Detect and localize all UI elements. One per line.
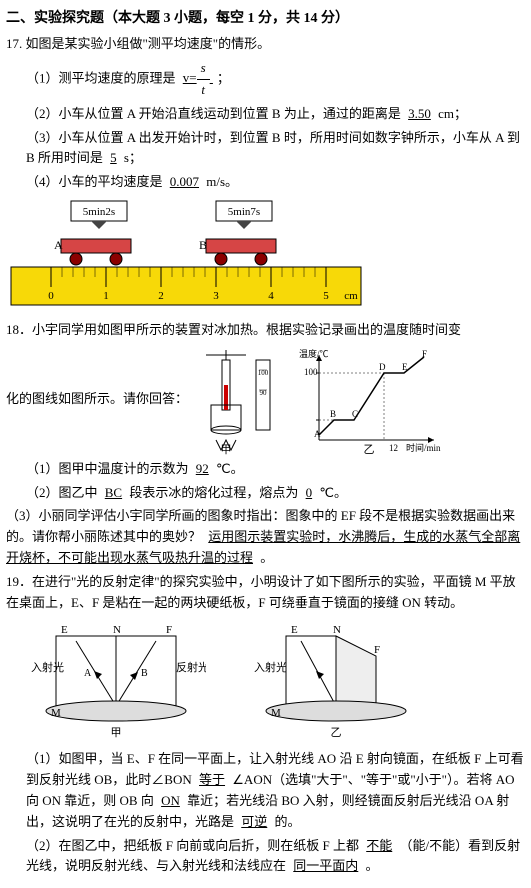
svg-text:0: 0 (48, 290, 54, 302)
q18-p2b: 段表示冰的熔化过程，熔点为 (129, 485, 298, 500)
fraction: st (197, 58, 210, 101)
svg-text:M: M (51, 707, 61, 719)
q19-ans2a: 不能 (362, 838, 396, 853)
frac-num: s (197, 58, 210, 80)
q17-p3: （3）小车从位置 A 出发开始计时，到位置 B 时，所用时间如数字钟所示，小车从… (6, 128, 525, 170)
svg-text:3: 3 (213, 290, 219, 302)
svg-text:入射光: 入射光 (31, 660, 64, 674)
thermo-svg: 甲 100 90 (196, 345, 286, 455)
svg-text:B: B (141, 668, 148, 679)
q19-p2c: 。 (366, 858, 379, 873)
formula-prefix: v= (183, 70, 197, 85)
q17-p4: （4）小车的平均速度是 0.007 m/s。 (6, 172, 525, 193)
svg-text:A: A (84, 668, 92, 679)
q19-stem: 19．在进行"光的反射定律"的探究实验中，小明设计了如下图所示的实验，平面镜 M… (6, 572, 525, 614)
q17-ans3: 5 (106, 150, 121, 165)
svg-text:N: N (333, 624, 341, 636)
clockB-text: 5min7s (228, 206, 260, 218)
q18-p1: （1）图甲中温度计的示数为 92 ℃。 (6, 459, 525, 480)
svg-text:温度/℃: 温度/℃ (299, 348, 329, 359)
svg-text:F: F (374, 644, 380, 656)
q17-ans2: 3.50 (404, 106, 435, 121)
svg-text:入射光: 入射光 (254, 660, 287, 674)
svg-text:E: E (402, 362, 408, 372)
q17-p4b: m/s。 (206, 174, 238, 189)
q19-ans1a: 等于 (195, 772, 229, 787)
q17-p2b: cm； (438, 106, 467, 121)
q17-ans1: v=st (179, 70, 217, 85)
q17-stem: 17. 如图是某实验小组做"测平均速度"的情形。 (6, 34, 525, 55)
q18-stem2: 化的图线如图所示。请你回答： (6, 389, 188, 410)
q17-p3a: （3）小车从位置 A 出发开始计时，到位置 B 时，所用时间如数字钟所示，小车从… (26, 130, 520, 166)
svg-text:E: E (291, 624, 298, 636)
q18-p1b: ℃。 (216, 461, 244, 476)
svg-text:时间/min: 时间/min (406, 442, 441, 453)
q17-p2a: （2）小车从位置 A 开始沿直线运动到位置 B 为止，通过的距离是 (26, 106, 401, 121)
svg-text:F: F (166, 624, 172, 636)
cart-a: A (54, 238, 131, 265)
graph-svg: 温度/℃ 100 12 时间/min A B C D E F 乙 (294, 345, 444, 455)
q18-p3b: 。 (260, 550, 273, 565)
q17-p1a: （1）测平均速度的原理是 (26, 70, 176, 85)
svg-text:1: 1 (103, 290, 109, 302)
optics-left: E N F A O B 入射光 反射光 M 甲 (26, 621, 206, 741)
section-title: 二、实验探究题（本大题 3 小题，每空 1 分，共 14 分） (6, 8, 525, 30)
q19-p2: （2）在图乙中，把纸板 F 向前或向后折，则在纸板 F 上都 不能 （能/不能）… (6, 836, 525, 878)
q19-p1d: 的。 (275, 814, 301, 829)
svg-text:5: 5 (323, 290, 329, 302)
svg-text:cm: cm (344, 290, 358, 302)
q18-figure: 化的图线如图所示。请你回答： 甲 100 90 温度/℃ 100 12 时间/m… (6, 345, 525, 455)
svg-text:N: N (113, 624, 121, 636)
optics-right: E N F 入射光 M 乙 (246, 621, 426, 741)
svg-text:乙: 乙 (331, 726, 342, 739)
q17-p1b: ； (217, 70, 230, 85)
q19-p1: （1）如图甲，当 E、F 在同一平面上，让入射光线 AO 沿 E 射向镜面，在纸… (6, 749, 525, 832)
q19-figure: E N F A O B 入射光 反射光 M 甲 E N F 入射光 M 乙 (26, 621, 525, 741)
q18-p2: （2）图乙中 BC 段表示冰的熔化过程，熔点为 0 ℃。 (6, 483, 525, 504)
q18-ans2a: BC (101, 485, 126, 500)
q17-p1: （1）测平均速度的原理是 v=st ； (6, 58, 525, 101)
q18-p2a: （2）图乙中 (26, 485, 98, 500)
svg-text:B: B (330, 409, 336, 419)
svg-text:12: 12 (389, 443, 398, 453)
svg-text:乙: 乙 (364, 443, 375, 455)
q18-ans2b: 0 (302, 485, 317, 500)
svg-text:反射光: 反射光 (176, 660, 206, 674)
ruler-figure: 5min2s 5min7s A B 0 1 2 3 4 5 cm (6, 199, 525, 314)
q18-ans1: 92 (192, 461, 213, 476)
svg-text:4: 4 (268, 290, 274, 302)
svg-text:E: E (61, 624, 68, 636)
q19-ans2b: 同一平面内 (289, 858, 362, 873)
svg-text:A: A (54, 238, 63, 252)
q19-p2a: （2）在图乙中，把纸板 F 向前或向后折，则在纸板 F 上都 (26, 838, 359, 853)
svg-text:M: M (271, 707, 281, 719)
svg-text:2: 2 (158, 290, 164, 302)
svg-text:100: 100 (304, 367, 318, 377)
q17-p4a: （4）小车的平均速度是 (26, 174, 163, 189)
svg-text:B: B (199, 238, 207, 252)
svg-text:F: F (422, 349, 427, 359)
q18-stem: 18．小宇同学用如图甲所示的装置对冰加热。根据实验记录画出的温度随时间变 (6, 320, 525, 341)
svg-text:甲: 甲 (111, 727, 122, 739)
q19-ans1b: ON (157, 793, 184, 808)
q17-p3b: s； (124, 150, 142, 165)
svg-text:A: A (314, 429, 321, 439)
q19-ans1c: 可逆 (237, 814, 271, 829)
q18-p2c: ℃。 (319, 485, 347, 500)
cart-b: B (199, 238, 276, 265)
q17-ans4: 0.007 (166, 174, 203, 189)
svg-text:C: C (352, 409, 358, 419)
svg-text:甲: 甲 (221, 444, 232, 455)
svg-text:D: D (379, 362, 386, 372)
frac-den: t (197, 80, 210, 101)
q17-p2: （2）小车从位置 A 开始沿直线运动到位置 B 为止，通过的距离是 3.50 c… (6, 104, 525, 125)
clockA-text: 5min2s (83, 206, 115, 218)
q18-p1a: （1）图甲中温度计的示数为 (26, 461, 189, 476)
q18-p3: （3）小丽同学评估小宇同学所画的图象时指出：图象中的 EF 段不是根据实验数据画… (6, 506, 525, 568)
